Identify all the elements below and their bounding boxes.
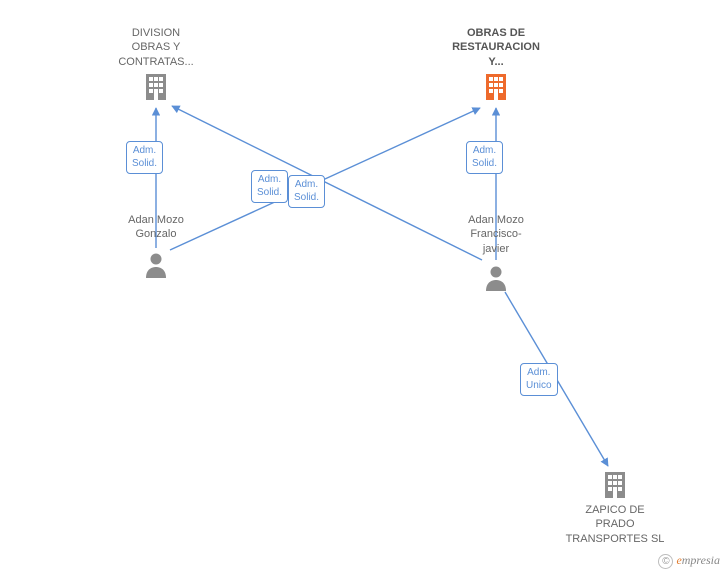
person-icon[interactable] — [144, 252, 168, 278]
node-label-gonzalo: Adan Mozo Gonzalo — [108, 213, 204, 242]
edge-label: Adm. Unico — [520, 363, 558, 396]
node-label-zapico: ZAPICO DE PRADO TRANSPORTES SL — [555, 503, 675, 546]
edge-label: Adm. Solid. — [126, 141, 163, 174]
edge-label: Adm. Solid. — [466, 141, 503, 174]
node-label-division: DIVISION OBRAS Y CONTRATAS... — [108, 26, 204, 69]
node-label-obras: OBRAS DE RESTAURACION Y... — [436, 26, 556, 69]
watermark: ©empresia — [658, 553, 720, 569]
node-label-francisco: Adan Mozo Francisco- javier — [448, 213, 544, 256]
building-icon[interactable] — [143, 72, 169, 100]
person-icon[interactable] — [484, 265, 508, 291]
brand-rest: mpresia — [682, 553, 720, 567]
edge-label: Adm. Solid. — [288, 175, 325, 208]
edge-label: Adm. Solid. — [251, 170, 288, 203]
building-icon[interactable] — [602, 470, 628, 498]
building-icon[interactable] — [483, 72, 509, 100]
copyright-symbol: © — [658, 554, 673, 569]
